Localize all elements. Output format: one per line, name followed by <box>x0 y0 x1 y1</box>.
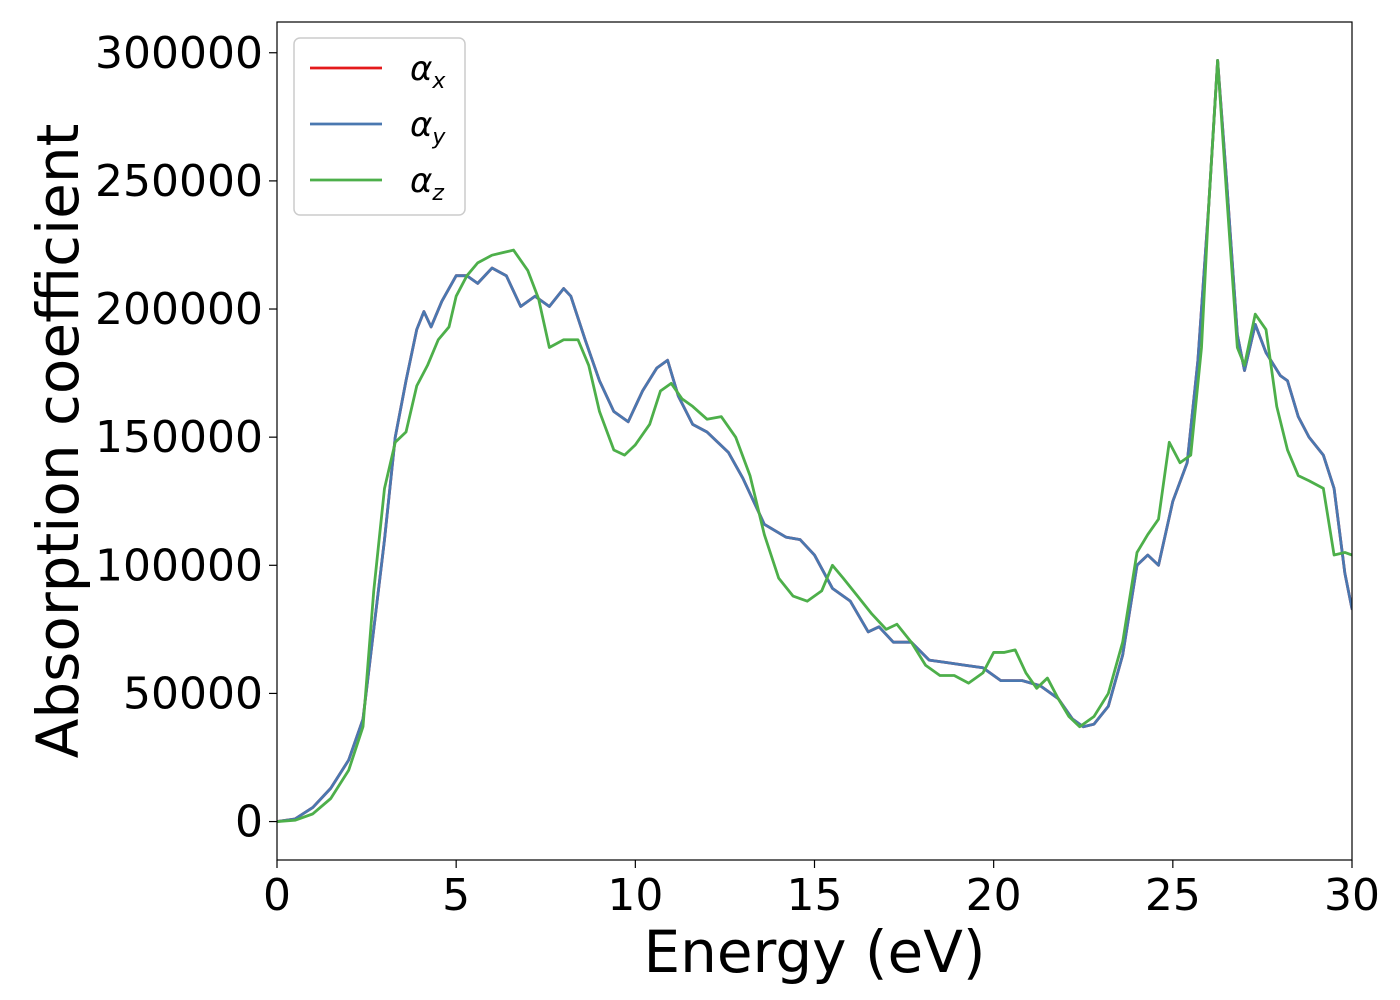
y-tick-label: 150000 <box>95 412 263 463</box>
x-tick-label: 10 <box>607 870 663 921</box>
y-tick-label: 100000 <box>95 540 263 591</box>
x-axis: 0 5 10 15 20 25 30 <box>263 860 1380 921</box>
x-tick-label: 0 <box>263 870 291 921</box>
y-tick-label: 50000 <box>123 668 263 719</box>
x-tick-label: 5 <box>442 870 470 921</box>
y-tick-label: 250000 <box>95 156 263 207</box>
y-tick-label: 200000 <box>95 284 263 335</box>
series-layer <box>277 59 1352 823</box>
x-tick-label: 30 <box>1324 870 1380 921</box>
y-axis-title: Absorption coefficient <box>24 124 92 759</box>
y-tick-label: 0 <box>235 797 263 848</box>
y-tick-label: 300000 <box>95 28 263 79</box>
x-axis-title: Energy (eV) <box>643 918 985 986</box>
x-tick-label: 25 <box>1145 870 1201 921</box>
series-line-z <box>277 59 1352 823</box>
x-tick-label: 20 <box>966 870 1022 921</box>
x-tick-label: 15 <box>787 870 843 921</box>
legend-box <box>293 37 466 216</box>
y-axis: 0 50000 100000 150000 200000 250000 300000 <box>95 28 277 848</box>
